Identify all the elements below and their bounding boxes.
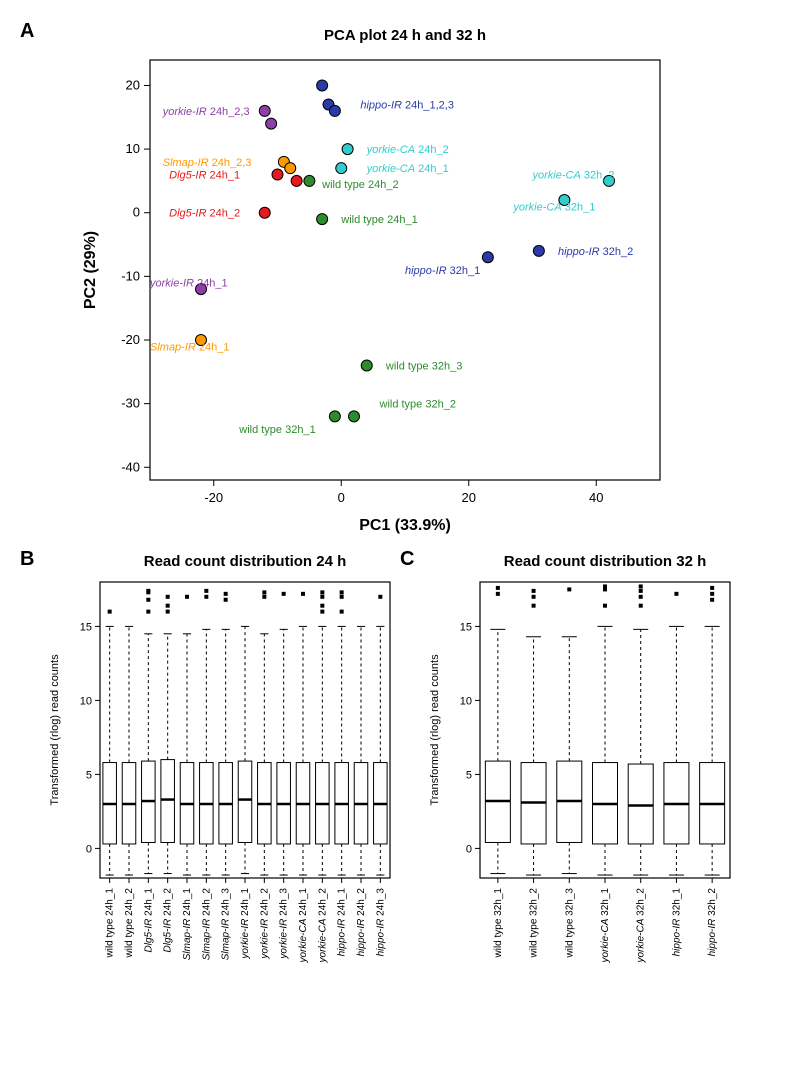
pca-plot: PCA plot 24 h and 32 h -40 -30 -20 -10 0 10 20 -… bbox=[60, 20, 680, 540]
svg-text:Slmap-IR 24h_1: Slmap-IR 24h_1 bbox=[182, 888, 193, 961]
svg-text:Slmap-IR 24h_2: Slmap-IR 24h_2 bbox=[201, 888, 212, 961]
svg-text:Transformed (rlog) read counts: Transformed (rlog) read counts bbox=[429, 654, 441, 806]
svg-text:yorkie-CA 32h_2: yorkie-CA 32h_2 bbox=[532, 170, 615, 182]
svg-text:-40: -40 bbox=[121, 459, 140, 474]
svg-text:yorkie-CA 32h_2: yorkie-CA 32h_2 bbox=[636, 888, 647, 964]
svg-text:wild type 32h_1: wild type 32h_1 bbox=[238, 424, 315, 436]
svg-text:wild type 24h_2: wild type 24h_2 bbox=[321, 179, 398, 191]
svg-text:wild type 24h_1: wild type 24h_1 bbox=[105, 888, 116, 959]
svg-text:0: 0 bbox=[86, 843, 92, 855]
boxplot-24h: Read count distribution 24 h 0 5 10 15 Transf… bbox=[40, 548, 400, 1008]
svg-text:wild type 24h_1: wild type 24h_1 bbox=[340, 214, 417, 226]
svg-text:10: 10 bbox=[80, 695, 92, 707]
svg-text:hippo-IR 32h_2: hippo-IR 32h_2 bbox=[558, 246, 633, 258]
svg-text:PCA plot 24 h and 32 h: PCA plot 24 h and 32 h bbox=[324, 27, 486, 44]
svg-text:0: 0 bbox=[133, 205, 140, 220]
svg-text:Read count distribution 32 h: Read count distribution 32 h bbox=[504, 553, 707, 570]
svg-text:-10: -10 bbox=[121, 268, 140, 283]
svg-text:yorkie-IR 24h_1: yorkie-IR 24h_1 bbox=[240, 888, 251, 960]
svg-text:yorkie-CA 24h_2: yorkie-CA 24h_2 bbox=[317, 888, 328, 964]
svg-text:10: 10 bbox=[460, 695, 472, 707]
svg-text:0: 0 bbox=[466, 843, 472, 855]
svg-text:5: 5 bbox=[86, 769, 92, 781]
svg-text:hippo-IR 32h_2: hippo-IR 32h_2 bbox=[707, 888, 718, 957]
svg-text:yorkie-CA 24h_1: yorkie-CA 24h_1 bbox=[298, 888, 309, 964]
svg-text:yorkie-IR 24h_2,3: yorkie-IR 24h_2,3 bbox=[162, 106, 250, 118]
svg-text:yorkie-CA 24h_1: yorkie-CA 24h_1 bbox=[366, 163, 449, 175]
svg-text:-30: -30 bbox=[121, 396, 140, 411]
svg-text:yorkie-IR 24h_2: yorkie-IR 24h_2 bbox=[259, 888, 270, 960]
svg-text:20: 20 bbox=[126, 77, 140, 92]
svg-text:wild type 32h_3: wild type 32h_3 bbox=[385, 360, 462, 372]
svg-text:Slmap-IR 24h_2,3: Slmap-IR 24h_2,3 bbox=[163, 157, 252, 169]
panel-b-label: B bbox=[20, 548, 40, 571]
svg-text:Dlg5-IR 24h_1: Dlg5-IR 24h_1 bbox=[169, 170, 240, 182]
svg-text:-20: -20 bbox=[204, 490, 223, 505]
svg-text:Transformed (rlog) read counts: Transformed (rlog) read counts bbox=[49, 654, 61, 806]
svg-text:yorkie-IR 24h_1: yorkie-IR 24h_1 bbox=[149, 278, 228, 290]
svg-text:15: 15 bbox=[80, 621, 92, 633]
svg-text:hippo-IR 24h_1,2,3: hippo-IR 24h_1,2,3 bbox=[360, 100, 454, 112]
svg-text:Slmap-IR 24h_3: Slmap-IR 24h_3 bbox=[221, 888, 232, 961]
boxplot-32h: Read count distribution 32 h 0 5 10 15 Transf… bbox=[420, 548, 740, 1008]
svg-text:0: 0 bbox=[338, 490, 345, 505]
svg-text:20: 20 bbox=[462, 490, 476, 505]
svg-text:hippo-IR 24h_3: hippo-IR 24h_3 bbox=[375, 888, 386, 957]
svg-text:wild type 32h_2: wild type 32h_2 bbox=[529, 888, 540, 959]
figure: A PCA plot 24 h and 32 h -40 -30 -20 -10 0 10 2… bbox=[20, 20, 765, 1008]
panel-a-label: A bbox=[20, 20, 60, 540]
svg-text:Dlg5-IR 24h_2: Dlg5-IR 24h_2 bbox=[169, 208, 240, 220]
svg-text:wild type 32h_3: wild type 32h_3 bbox=[564, 888, 575, 959]
svg-text:yorkie-CA 32h_1: yorkie-CA 32h_1 bbox=[600, 888, 611, 964]
svg-text:hippo-IR 24h_2: hippo-IR 24h_2 bbox=[356, 888, 367, 957]
svg-text:-20: -20 bbox=[121, 332, 140, 347]
svg-text:PC1 (33.9%): PC1 (33.9%) bbox=[359, 517, 451, 534]
svg-text:PC2 (29%): PC2 (29%) bbox=[82, 231, 99, 309]
svg-text:wild type 24h_2: wild type 24h_2 bbox=[124, 888, 135, 959]
svg-text:yorkie-CA 24h_2: yorkie-CA 24h_2 bbox=[366, 144, 449, 156]
svg-text:5: 5 bbox=[466, 769, 472, 781]
svg-text:hippo-IR 24h_1: hippo-IR 24h_1 bbox=[337, 888, 348, 957]
svg-text:hippo-IR 32h_1: hippo-IR 32h_1 bbox=[405, 265, 480, 277]
svg-text:wild type 32h_1: wild type 32h_1 bbox=[493, 888, 504, 959]
svg-text:Slmap-IR 24h_1: Slmap-IR 24h_1 bbox=[150, 341, 230, 353]
svg-text:Read count distribution 24 h: Read count distribution 24 h bbox=[144, 553, 347, 570]
svg-text:wild type 32h_2: wild type 32h_2 bbox=[379, 399, 456, 411]
svg-text:15: 15 bbox=[460, 621, 472, 633]
svg-text:10: 10 bbox=[126, 141, 140, 156]
svg-text:Dlg5-IR 24h_2: Dlg5-IR 24h_2 bbox=[163, 888, 174, 953]
svg-text:yorkie-CA 32h_1: yorkie-CA 32h_1 bbox=[512, 201, 595, 213]
svg-text:40: 40 bbox=[589, 490, 603, 505]
svg-text:yorkie-IR 24h_3: yorkie-IR 24h_3 bbox=[279, 888, 290, 960]
panel-c-label: C bbox=[400, 548, 420, 571]
svg-text:Dlg5-IR 24h_1: Dlg5-IR 24h_1 bbox=[143, 888, 154, 953]
svg-text:hippo-IR 32h_1: hippo-IR 32h_1 bbox=[671, 888, 682, 957]
